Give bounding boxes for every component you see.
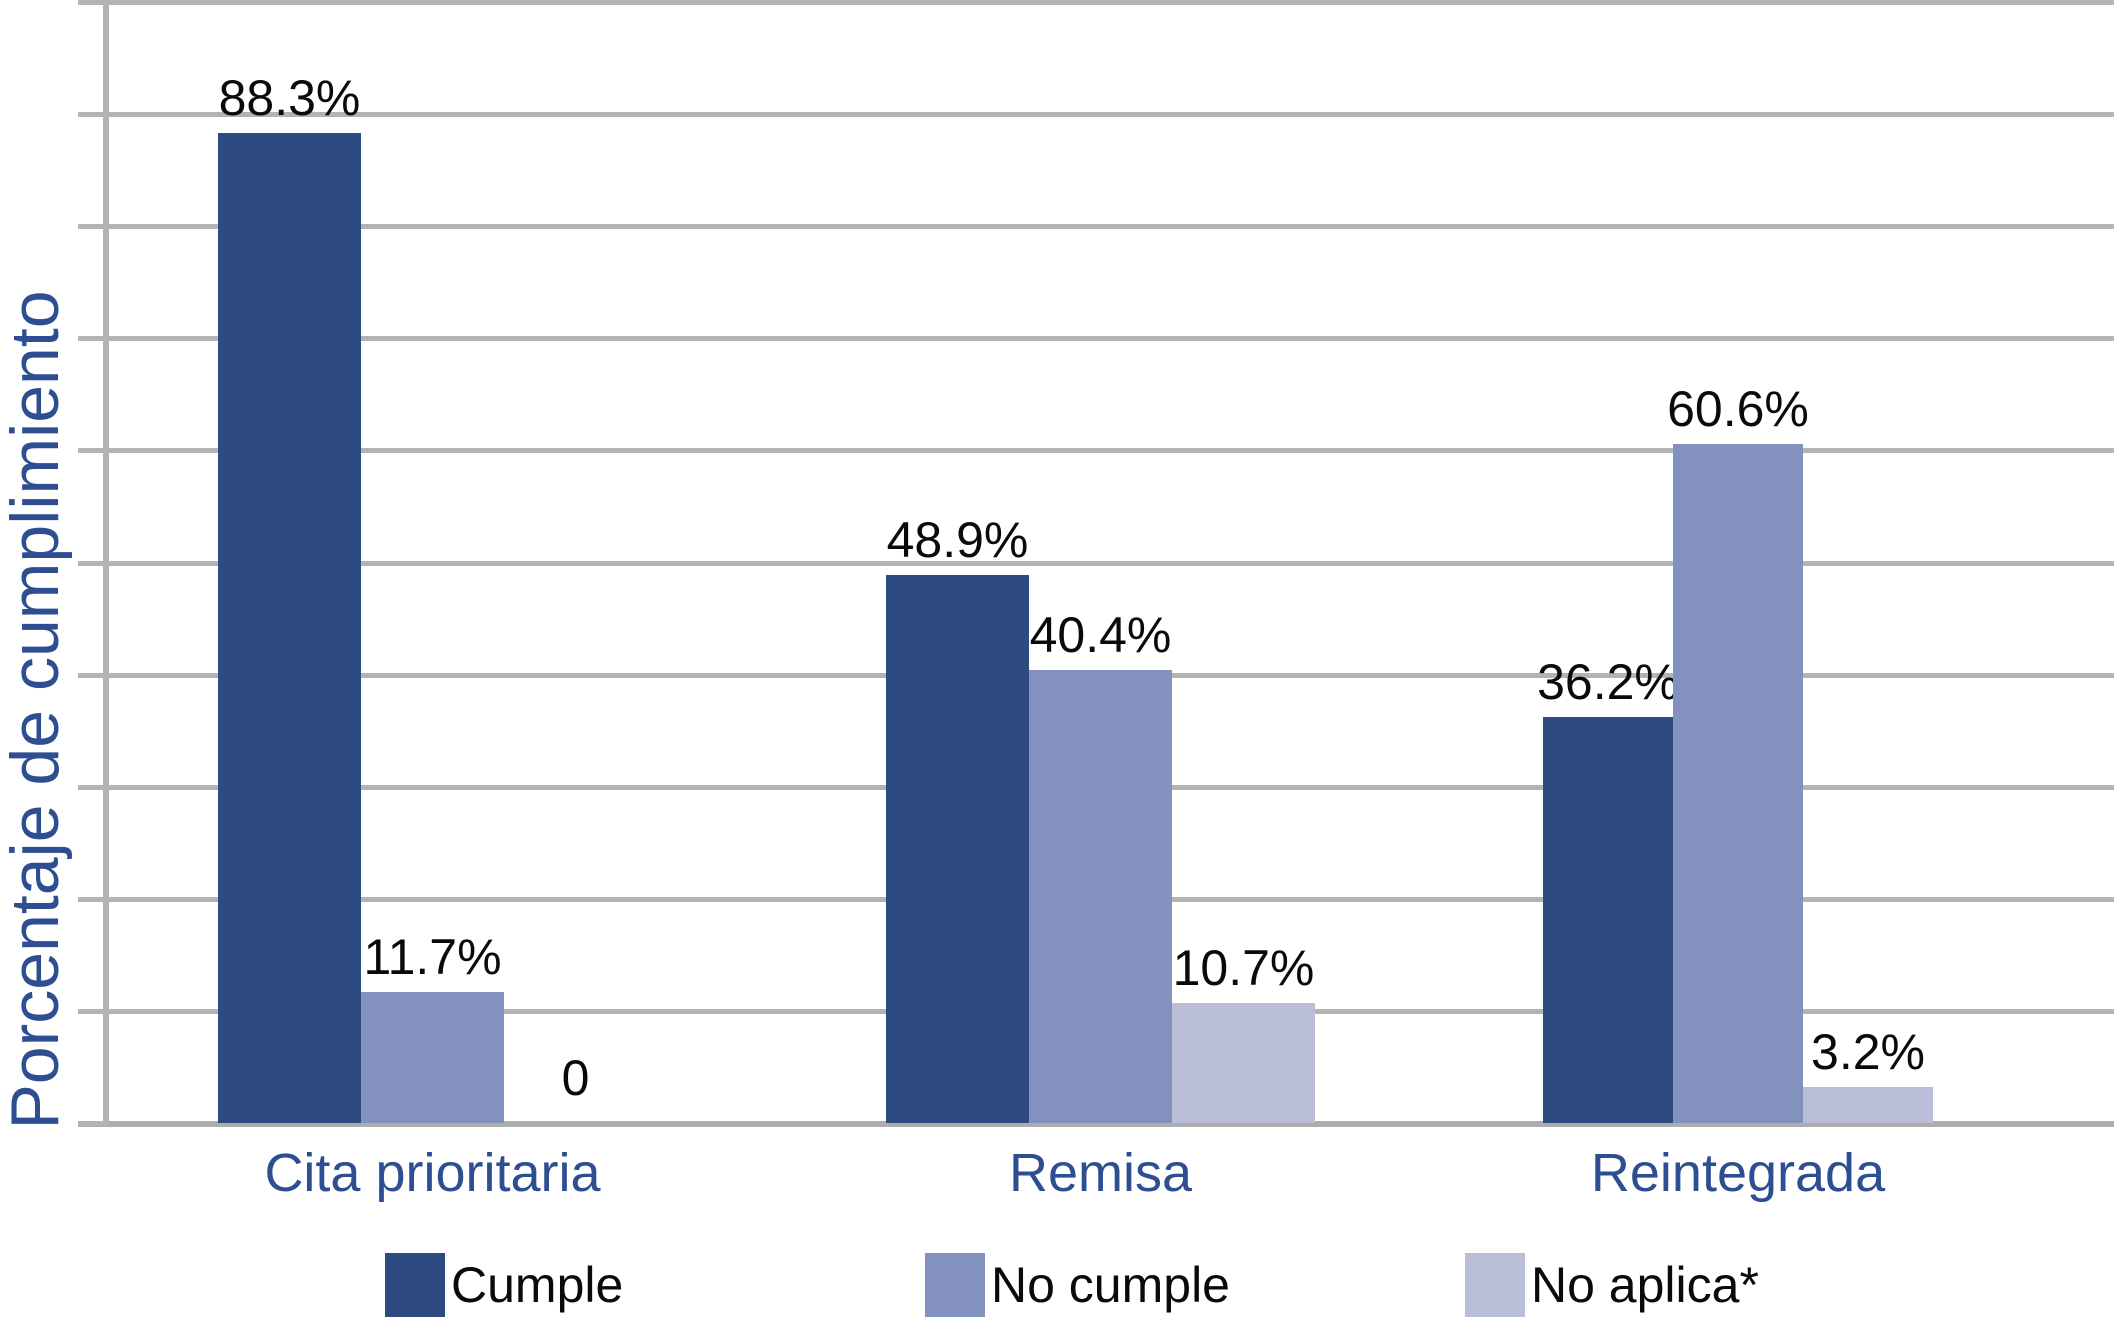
legend-label: No cumple bbox=[991, 1257, 1230, 1313]
legend-item: No aplica* bbox=[1465, 1253, 1759, 1317]
gridline bbox=[103, 448, 2114, 453]
legend-swatch bbox=[925, 1253, 985, 1317]
value-label: 40.4% bbox=[1029, 607, 1172, 663]
legend-swatch bbox=[1465, 1253, 1525, 1317]
y-axis-tick bbox=[78, 1121, 103, 1126]
bar bbox=[1029, 670, 1172, 1123]
bar bbox=[1673, 444, 1803, 1123]
gridline bbox=[103, 224, 2114, 229]
value-label: 11.7% bbox=[363, 929, 502, 985]
bar bbox=[886, 575, 1029, 1123]
gridline bbox=[103, 336, 2114, 341]
y-axis-tick bbox=[78, 673, 103, 678]
y-axis-tick bbox=[78, 785, 103, 790]
category-label: Reintegrada bbox=[1590, 1143, 1886, 1203]
value-label: 36.2% bbox=[1537, 654, 1679, 710]
bar bbox=[218, 133, 361, 1123]
gridline bbox=[103, 112, 2114, 117]
bar bbox=[1803, 1087, 1933, 1123]
value-label: 0 bbox=[561, 1050, 590, 1106]
y-axis-tick bbox=[78, 561, 103, 566]
legend-item: Cumple bbox=[385, 1253, 623, 1317]
legend-label: No aplica* bbox=[1531, 1257, 1759, 1313]
y-axis-tick bbox=[78, 0, 103, 5]
value-label: 10.7% bbox=[1172, 940, 1315, 996]
value-label: 3.2% bbox=[1811, 1024, 1925, 1080]
bar bbox=[1172, 1003, 1315, 1123]
legend-item: No cumple bbox=[925, 1253, 1230, 1317]
value-label: 48.9% bbox=[886, 512, 1029, 568]
gridline bbox=[103, 561, 2114, 566]
y-axis-line bbox=[103, 0, 109, 1127]
y-axis-tick bbox=[78, 336, 103, 341]
bar bbox=[361, 992, 504, 1123]
y-axis-tick bbox=[78, 224, 103, 229]
x-axis-line bbox=[78, 1121, 2114, 1127]
gridline bbox=[103, 0, 2114, 5]
y-axis-tick bbox=[78, 448, 103, 453]
category-label: Remisa bbox=[1008, 1143, 1193, 1203]
legend-swatch bbox=[385, 1253, 445, 1317]
y-axis-tick bbox=[78, 1009, 103, 1014]
value-label: 88.3% bbox=[218, 70, 361, 126]
value-label: 60.6% bbox=[1667, 381, 1809, 437]
y-axis-tick bbox=[78, 112, 103, 117]
category-label: Cita prioritaria bbox=[264, 1143, 601, 1203]
bar bbox=[1543, 717, 1673, 1123]
y-axis-tick bbox=[78, 897, 103, 902]
y-axis-title: Porcentaje de cumplimiento bbox=[0, 290, 73, 1130]
legend-label: Cumple bbox=[451, 1257, 624, 1313]
